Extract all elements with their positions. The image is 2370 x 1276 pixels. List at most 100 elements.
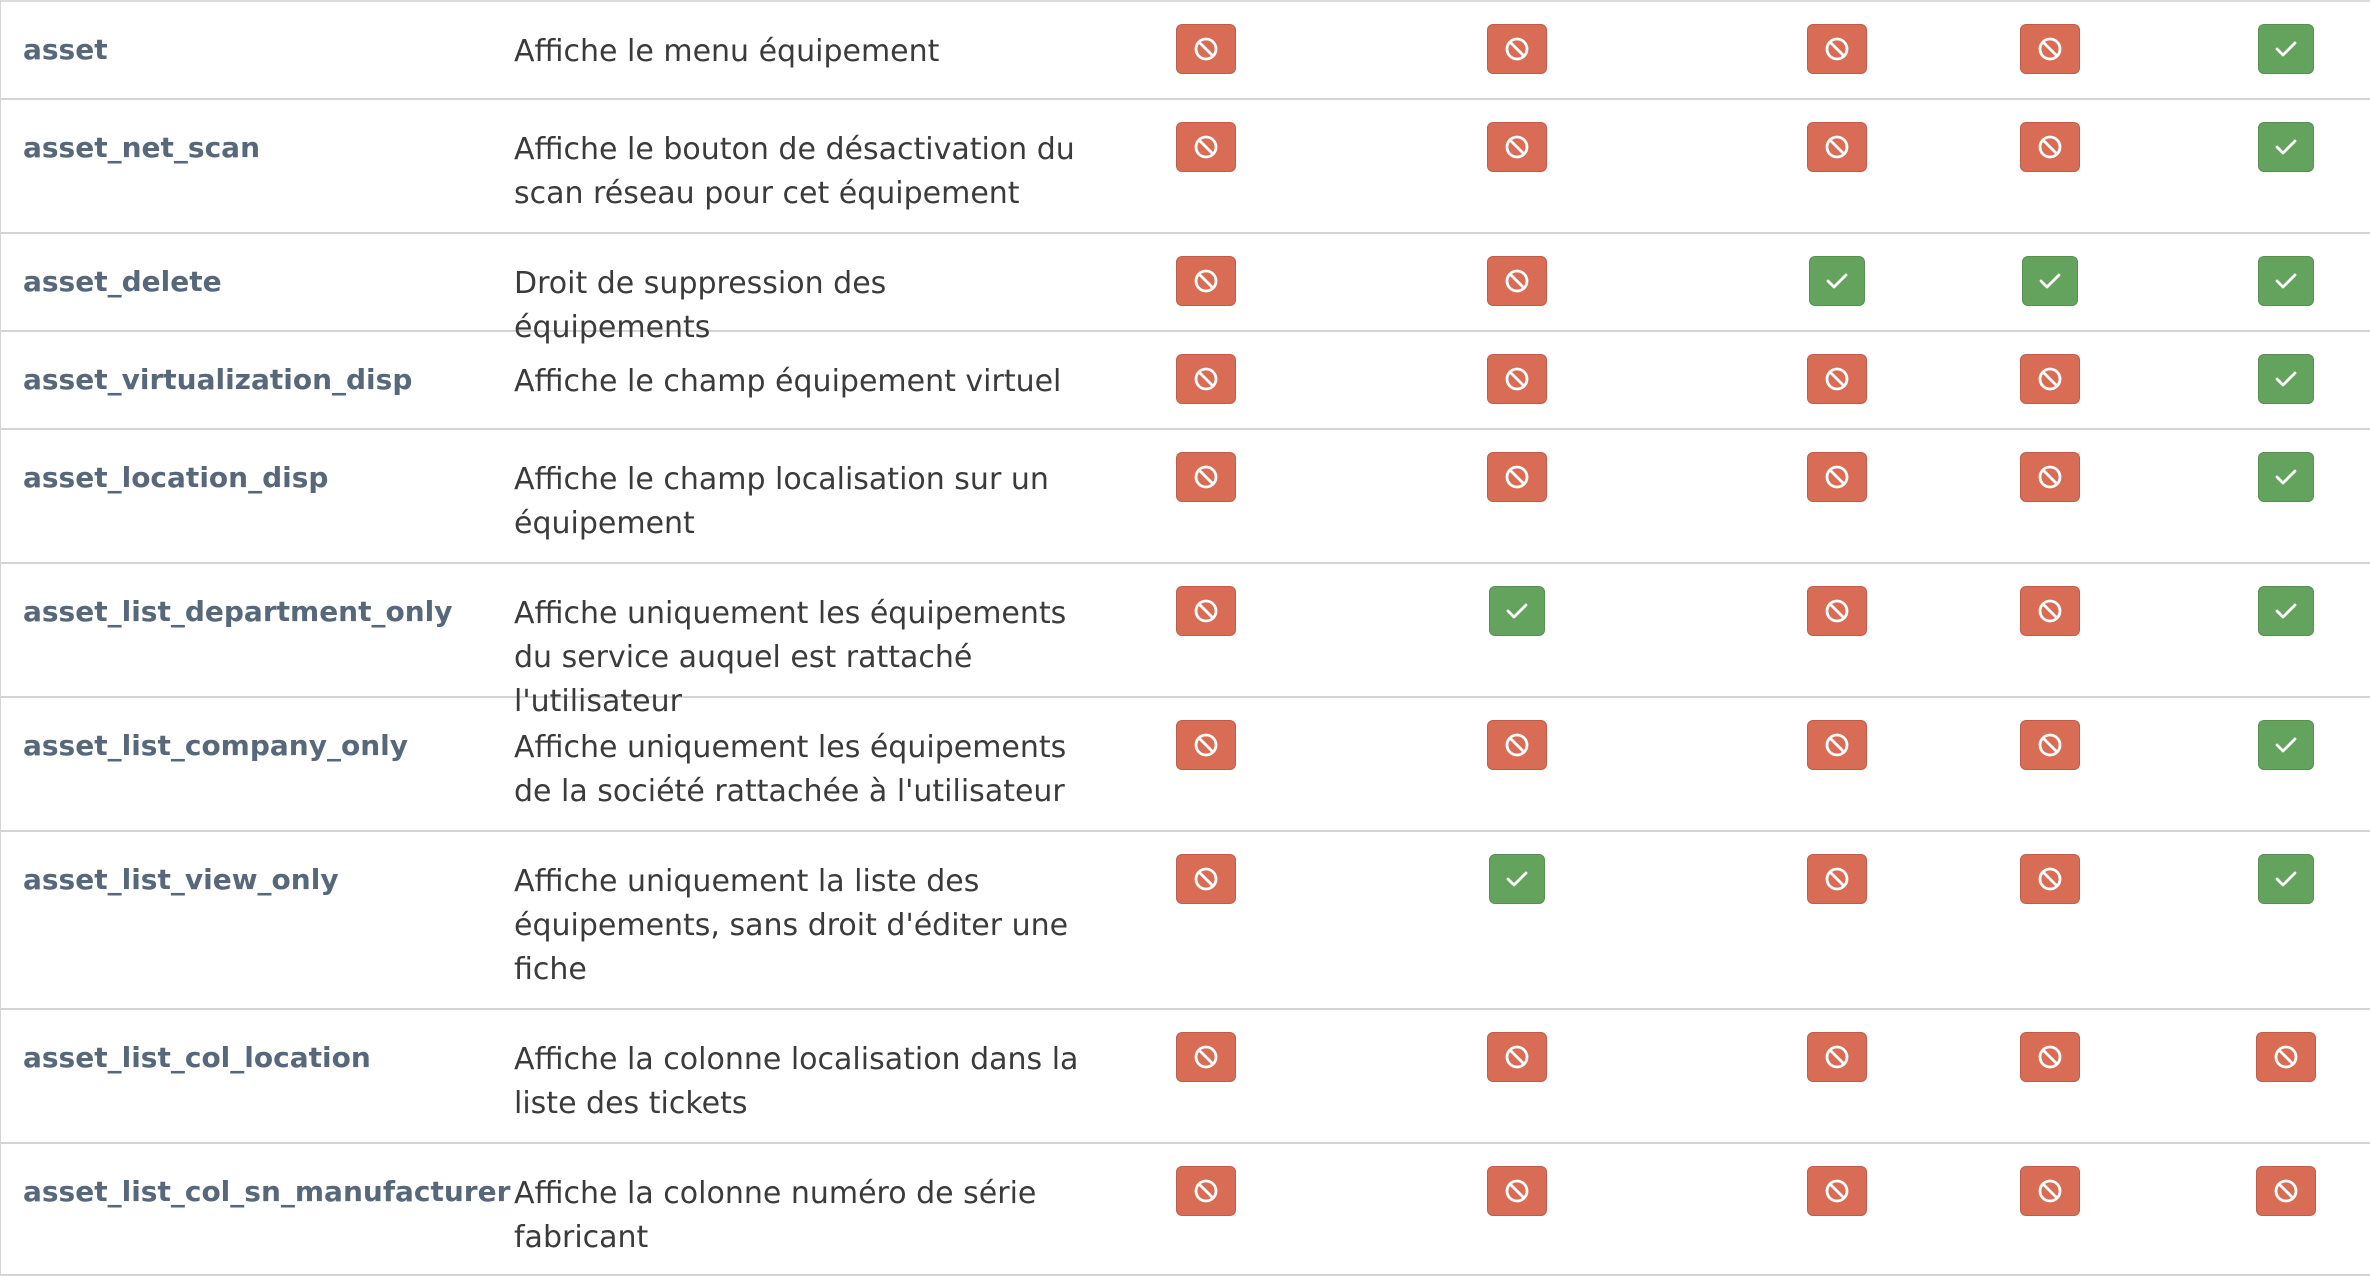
permission-denied-toggle[interactable] bbox=[2020, 354, 2080, 404]
permission-description: Affiche le bouton de désactivation du sc… bbox=[514, 132, 1075, 211]
permission-denied-toggle[interactable] bbox=[2020, 122, 2080, 172]
check-icon bbox=[2273, 734, 2299, 756]
permission-denied-toggle[interactable] bbox=[1176, 24, 1236, 74]
permission-denied-toggle[interactable] bbox=[1807, 354, 1867, 404]
permission-name: asset_virtualization_disp bbox=[23, 363, 413, 396]
permission-granted-toggle[interactable] bbox=[1489, 854, 1545, 904]
permission-name: asset_list_company_only bbox=[23, 729, 408, 762]
table-row: asset_list_department_only Affiche unique… bbox=[1, 564, 2370, 719]
permission-granted-toggle[interactable] bbox=[2258, 854, 2314, 904]
ban-icon bbox=[1824, 1178, 1850, 1204]
permission-denied-toggle[interactable] bbox=[2256, 1032, 2316, 1082]
permission-cell-col-2 bbox=[1487, 586, 1547, 636]
permission-denied-toggle[interactable] bbox=[1487, 354, 1547, 404]
permission-cell-col-5 bbox=[2256, 854, 2316, 904]
ban-icon bbox=[1824, 732, 1850, 758]
permission-denied-toggle[interactable] bbox=[1176, 586, 1236, 636]
ban-icon bbox=[1193, 36, 1219, 62]
permission-cell-col-1 bbox=[1176, 122, 1236, 172]
ban-icon bbox=[1504, 134, 1530, 160]
check-icon bbox=[2273, 270, 2299, 292]
ban-icon bbox=[1504, 36, 1530, 62]
permission-granted-toggle[interactable] bbox=[2258, 720, 2314, 770]
permission-denied-toggle[interactable] bbox=[1807, 452, 1867, 502]
permission-denied-toggle[interactable] bbox=[2020, 586, 2080, 636]
permission-denied-toggle[interactable] bbox=[1807, 586, 1867, 636]
permission-cell-col-1 bbox=[1176, 256, 1236, 306]
ban-icon bbox=[1193, 732, 1219, 758]
permission-denied-toggle[interactable] bbox=[1176, 256, 1236, 306]
permission-denied-toggle[interactable] bbox=[1807, 122, 1867, 172]
permission-cell-col-4 bbox=[2020, 586, 2080, 636]
permission-denied-toggle[interactable] bbox=[2020, 1166, 2080, 1216]
permission-description: Affiche uniquement la liste des équipeme… bbox=[514, 864, 1069, 987]
permission-denied-toggle[interactable] bbox=[1487, 24, 1547, 74]
permission-granted-toggle[interactable] bbox=[2258, 256, 2314, 306]
permission-denied-toggle[interactable] bbox=[1807, 1166, 1867, 1216]
permission-description: Affiche le champ équipement virtuel bbox=[514, 364, 1062, 399]
permission-description: Affiche uniquement les équipements du se… bbox=[514, 596, 1067, 719]
permission-cell-col-2 bbox=[1487, 1166, 1547, 1216]
permission-denied-toggle[interactable] bbox=[2020, 1032, 2080, 1082]
permission-cell-col-5 bbox=[2256, 452, 2316, 502]
table-row: asset_list_view_only Affiche uniquement l… bbox=[1, 832, 2370, 1010]
permission-denied-toggle[interactable] bbox=[2020, 854, 2080, 904]
permission-denied-toggle[interactable] bbox=[1807, 854, 1867, 904]
permission-cell-col-4 bbox=[2020, 1166, 2080, 1216]
ban-icon bbox=[1824, 1044, 1850, 1070]
permission-denied-toggle[interactable] bbox=[2020, 452, 2080, 502]
permission-denied-toggle[interactable] bbox=[2256, 1166, 2316, 1216]
permission-cell-col-1 bbox=[1176, 1166, 1236, 1216]
permission-granted-toggle[interactable] bbox=[2022, 256, 2078, 306]
permission-cell-col-3 bbox=[1807, 854, 1867, 904]
permission-granted-toggle[interactable] bbox=[2258, 24, 2314, 74]
ban-icon bbox=[1504, 366, 1530, 392]
permission-denied-toggle[interactable] bbox=[1176, 122, 1236, 172]
permission-cell-col-5 bbox=[2256, 256, 2316, 306]
permission-cell-col-1 bbox=[1176, 24, 1236, 74]
permission-denied-toggle[interactable] bbox=[1487, 1166, 1547, 1216]
permission-denied-toggle[interactable] bbox=[1176, 1166, 1236, 1216]
ban-icon bbox=[1504, 268, 1530, 294]
table-row: asset_list_company_only Affiche uniquemen… bbox=[1, 698, 2370, 832]
permission-denied-toggle[interactable] bbox=[1487, 122, 1547, 172]
permission-denied-toggle[interactable] bbox=[1487, 256, 1547, 306]
permission-granted-toggle[interactable] bbox=[2258, 452, 2314, 502]
permission-cell-col-4 bbox=[2020, 122, 2080, 172]
permission-denied-toggle[interactable] bbox=[1176, 720, 1236, 770]
permission-denied-toggle[interactable] bbox=[1176, 354, 1236, 404]
permission-granted-toggle[interactable] bbox=[2258, 122, 2314, 172]
permission-denied-toggle[interactable] bbox=[1487, 1032, 1547, 1082]
permission-cell-col-3 bbox=[1807, 122, 1867, 172]
permission-cell-col-3 bbox=[1807, 1166, 1867, 1216]
permission-denied-toggle[interactable] bbox=[1807, 720, 1867, 770]
permission-cell-col-2 bbox=[1487, 256, 1547, 306]
check-icon bbox=[2273, 868, 2299, 890]
ban-icon bbox=[2037, 1044, 2063, 1070]
ban-icon bbox=[1824, 36, 1850, 62]
ban-icon bbox=[1504, 1178, 1530, 1204]
ban-icon bbox=[2037, 866, 2063, 892]
ban-icon bbox=[2037, 464, 2063, 490]
permission-description: Affiche le menu équipement bbox=[514, 34, 940, 69]
permission-denied-toggle[interactable] bbox=[1487, 452, 1547, 502]
permission-denied-toggle[interactable] bbox=[1807, 24, 1867, 74]
permission-denied-toggle[interactable] bbox=[2020, 24, 2080, 74]
permission-granted-toggle[interactable] bbox=[2258, 586, 2314, 636]
permission-denied-toggle[interactable] bbox=[1176, 854, 1236, 904]
check-icon bbox=[2273, 466, 2299, 488]
permission-cell-col-3 bbox=[1807, 24, 1867, 74]
permission-denied-toggle[interactable] bbox=[1176, 452, 1236, 502]
permission-cell-col-3 bbox=[1807, 256, 1867, 306]
table-row: asset Affiche le menu équipement bbox=[1, 2, 2370, 100]
permission-granted-toggle[interactable] bbox=[1809, 256, 1865, 306]
ban-icon bbox=[2273, 1044, 2299, 1070]
permission-denied-toggle[interactable] bbox=[2020, 720, 2080, 770]
permission-denied-toggle[interactable] bbox=[1487, 720, 1547, 770]
table-row: asset_list_col_sn_manufacturer Affiche la… bbox=[1, 1144, 2370, 1276]
permission-cell-col-5 bbox=[2256, 1032, 2316, 1082]
permission-granted-toggle[interactable] bbox=[2258, 354, 2314, 404]
permission-denied-toggle[interactable] bbox=[1807, 1032, 1867, 1082]
permission-denied-toggle[interactable] bbox=[1176, 1032, 1236, 1082]
permission-granted-toggle[interactable] bbox=[1489, 586, 1545, 636]
